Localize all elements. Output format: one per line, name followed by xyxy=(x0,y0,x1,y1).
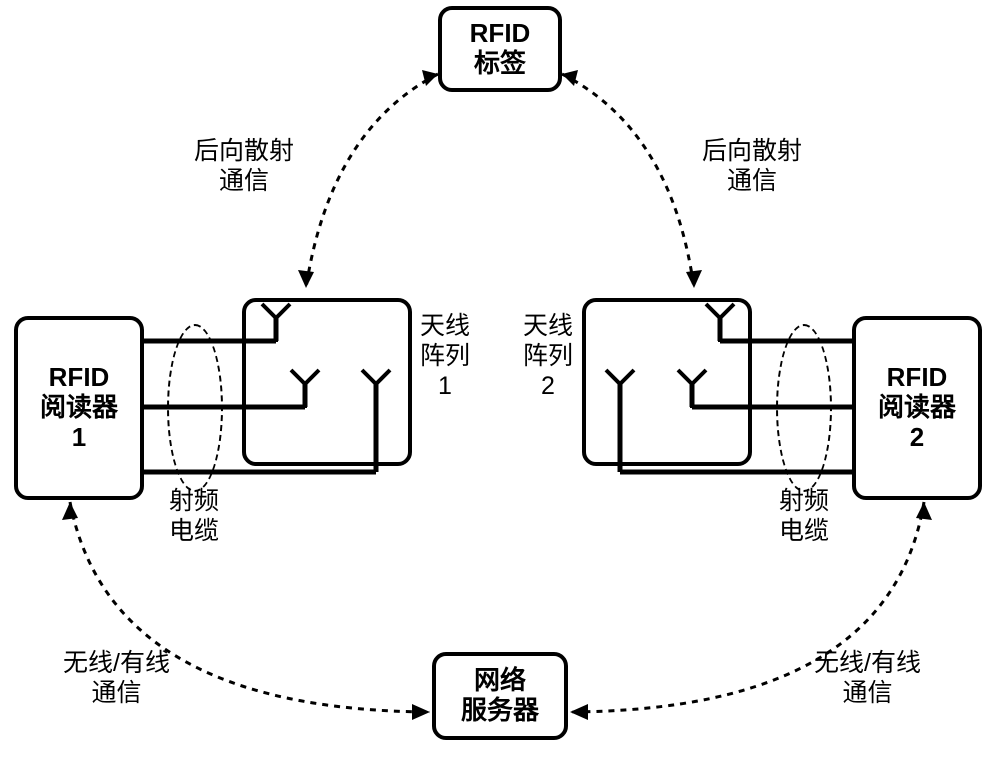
comm-left-label: 无线/有线 通信 xyxy=(63,648,170,708)
backscatter-right-line xyxy=(562,74,694,288)
array-1-label-l2: 阵列 xyxy=(420,342,470,370)
backscatter-right-label: 后向散射 通信 xyxy=(702,136,802,196)
reader-1-line2: 阅读器 xyxy=(40,393,118,423)
rf-cable-ellipse-right xyxy=(776,324,832,492)
array-2-label-l1: 天线 xyxy=(523,312,573,340)
rfid-tag-line1: RFID xyxy=(470,19,531,49)
server-line2: 服务器 xyxy=(461,696,539,726)
backscatter-left-line xyxy=(306,74,438,288)
server-line1: 网络 xyxy=(474,666,526,696)
reader-1-line3: 1 xyxy=(72,423,86,453)
rf-cable-ellipse-left xyxy=(167,324,223,492)
array-1-label-l3: 1 xyxy=(438,372,452,400)
reader-2-line1: RFID xyxy=(887,363,948,393)
rfid-tag-box: RFID 标签 xyxy=(438,6,562,92)
array-2-label-l3: 2 xyxy=(541,372,555,400)
backscatter-left-label: 后向散射 通信 xyxy=(194,136,294,196)
rfid-reader-2-box: RFID 阅读器 2 xyxy=(852,316,982,500)
reader-2-line3: 2 xyxy=(910,423,924,453)
rfid-tag-line2: 标签 xyxy=(474,49,526,79)
rf-cable-right-label: 射频 电缆 xyxy=(779,486,829,546)
antenna-array-1-box xyxy=(242,298,412,466)
array-1-label-l1: 天线 xyxy=(420,312,470,340)
reader-1-line1: RFID xyxy=(49,363,110,393)
network-server-box: 网络 服务器 xyxy=(432,652,568,740)
reader-2-line2: 阅读器 xyxy=(878,393,956,423)
rf-cable-left-label: 射频 电缆 xyxy=(169,486,219,546)
antenna-array-2-box xyxy=(582,298,752,466)
comm-right-label: 无线/有线 通信 xyxy=(814,648,921,708)
rfid-reader-1-box: RFID 阅读器 1 xyxy=(14,316,144,500)
array-2-label: 天线 阵列 2 xyxy=(523,311,573,401)
array-2-label-l2: 阵列 xyxy=(523,342,573,370)
array-1-label: 天线 阵列 1 xyxy=(420,311,470,401)
